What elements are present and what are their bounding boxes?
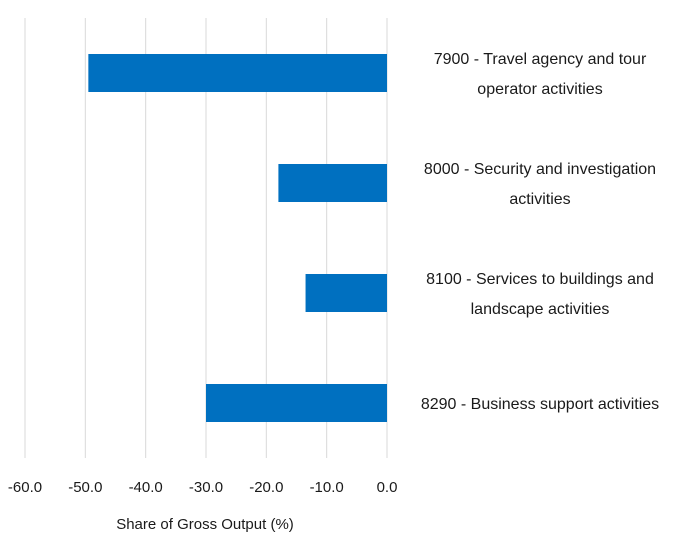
x-axis-label: Share of Gross Output (%) (116, 516, 294, 533)
x-tick-label: -60.0 (8, 479, 42, 496)
x-tick-labels: -60.0 -50.0 -40.0 -30.0 -20.0 -10.0 0.0 (8, 479, 398, 496)
category-labels: 7900 - Travel agency and tour operator ac… (421, 51, 659, 413)
x-tick-label: -20.0 (249, 479, 283, 496)
x-tick-label: -10.0 (310, 479, 344, 496)
x-tick-label: -50.0 (68, 479, 102, 496)
category-label: operator activities (477, 81, 602, 98)
category-label: 8100 - Services to buildings and (426, 271, 654, 288)
category-label: 8000 - Security and investigation (424, 161, 656, 178)
bar (278, 164, 387, 202)
x-tick-label: -40.0 (129, 479, 163, 496)
category-label: 8290 - Business support activities (421, 396, 659, 413)
bar (88, 54, 387, 92)
bar (305, 274, 387, 312)
bar (206, 384, 387, 422)
x-tick-label: -30.0 (189, 479, 223, 496)
bars (88, 54, 387, 422)
category-label: landscape activities (471, 301, 610, 318)
x-tick-label: 0.0 (377, 479, 398, 496)
category-label: 7900 - Travel agency and tour (434, 51, 647, 68)
category-label: activities (509, 191, 570, 208)
